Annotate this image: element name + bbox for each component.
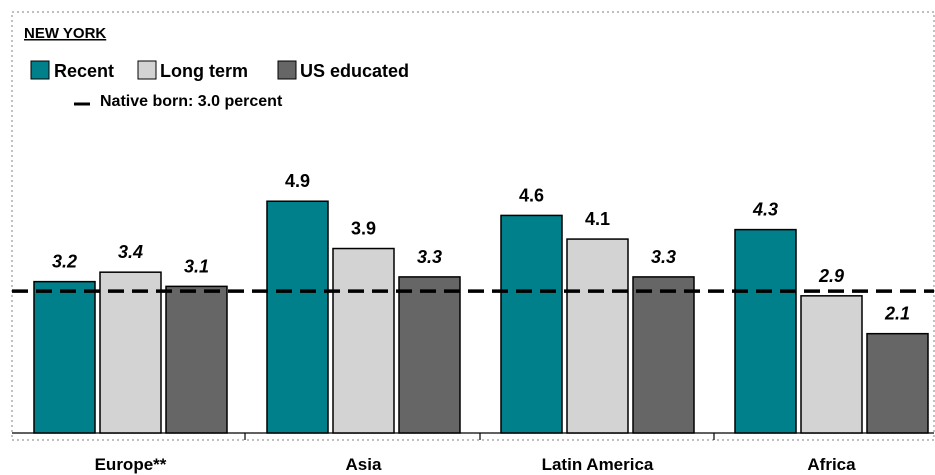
bar-asia-recent (266, 200, 329, 434)
bar-asia-us-educated (398, 276, 461, 434)
value-label: 4.1 (585, 209, 610, 229)
legend-label-recent: Recent (54, 61, 114, 81)
value-label: 3.1 (184, 256, 209, 276)
chart-frame (11, 11, 935, 441)
bar-latinamerica-recent (500, 214, 563, 434)
x-axis-ticks (244, 433, 715, 440)
bar-asia-long-term (332, 247, 395, 434)
value-label: 3.3 (651, 247, 676, 267)
value-label: 3.3 (417, 247, 442, 267)
legend-swatch-recent (30, 60, 50, 80)
legend-swatch-us-educated (277, 60, 297, 80)
bar-africa-long-term (800, 295, 863, 434)
bar-europe-recent (33, 280, 96, 434)
bar-europe-us-educated (165, 285, 228, 434)
category-labels: Europe** Asia Latin America Africa (95, 455, 857, 474)
region-title: NEW YORK (24, 25, 106, 42)
value-label: 4.9 (285, 171, 310, 191)
value-label: 3.2 (52, 252, 77, 272)
legend: Recent Long term US educated Native born… (30, 60, 409, 110)
bar-europe-long-term (99, 271, 162, 434)
value-label: 4.6 (519, 185, 544, 205)
value-label: 2.1 (884, 304, 910, 324)
legend-label-long-term: Long term (160, 61, 248, 81)
bar-africa-us-educated (866, 332, 929, 434)
value-label: 2.9 (818, 266, 844, 286)
value-label: 4.3 (752, 200, 778, 220)
category-label: Latin America (542, 455, 654, 474)
value-labels: 3.2 3.4 3.1 4.9 3.9 3.3 4.6 4.1 3.3 4.3 2.9 2.1 (52, 171, 910, 323)
bar-latinamerica-long-term (566, 238, 629, 434)
legend-label-native-born: Native born: 3.0 percent (100, 93, 283, 110)
legend-swatch-long-term (137, 60, 157, 80)
category-label: Europe** (95, 455, 167, 474)
category-label: Africa (807, 455, 856, 474)
category-label: Asia (346, 455, 382, 474)
bar-latinamerica-us-educated (632, 276, 695, 434)
legend-label-us-educated: US educated (300, 61, 409, 81)
value-label: 3.9 (351, 219, 376, 239)
bars (33, 200, 929, 434)
value-label: 3.4 (118, 242, 143, 262)
bar-africa-recent (734, 228, 797, 434)
